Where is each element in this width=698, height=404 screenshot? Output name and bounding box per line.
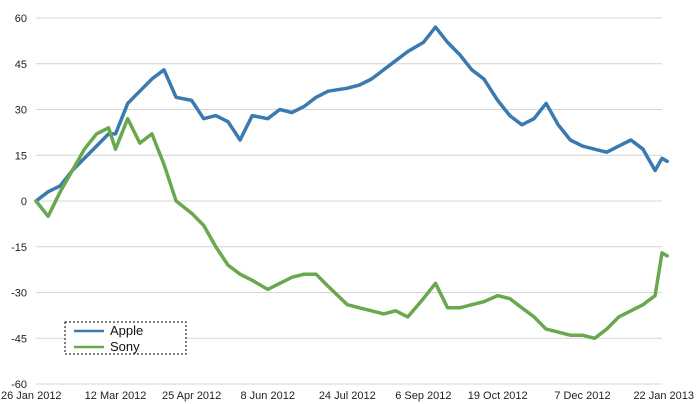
- x-tick-label: 26 Jan 2012: [1, 390, 62, 402]
- y-tick-label: -15: [11, 242, 27, 254]
- y-tick-label: -60: [11, 379, 27, 391]
- y-tick-label: 0: [21, 196, 27, 208]
- x-tick-label: 25 Apr 2012: [162, 390, 221, 402]
- series-lines: [34, 25, 669, 341]
- legend-label-sony: Sony: [110, 339, 140, 354]
- x-tick-label: 22 Jan 2013: [633, 390, 694, 402]
- x-tick-label: 12 Mar 2012: [85, 390, 147, 402]
- y-tick-label: 15: [15, 150, 27, 162]
- x-axis-tick-labels: 26 Jan 2012 12 Mar 2012 25 Apr 2012 8 Jun 2…: [1, 390, 694, 402]
- x-tick-label: 24 Jul 2012: [319, 390, 376, 402]
- gridlines: [36, 17, 662, 385]
- y-axis-tick-labels: 60 45 30 15 0 -15 -30 -45 -60: [11, 13, 27, 391]
- y-tick-label: 45: [15, 59, 27, 71]
- x-tick-label: 7 Dec 2012: [554, 390, 610, 402]
- y-tick-label: -45: [11, 333, 27, 345]
- series-line-apple: [34, 25, 669, 203]
- legend: Apple Sony: [64, 321, 187, 355]
- y-tick-label: 60: [15, 13, 27, 25]
- series-line-sony: [34, 116, 669, 341]
- x-tick-label: 8 Jun 2012: [241, 390, 295, 402]
- x-tick-label: 19 Oct 2012: [468, 390, 528, 402]
- y-tick-label: 30: [15, 105, 27, 117]
- y-tick-label: -30: [11, 288, 27, 300]
- legend-label-apple: Apple: [110, 323, 143, 338]
- x-tick-label: 6 Sep 2012: [395, 390, 451, 402]
- legend-box: [64, 321, 187, 355]
